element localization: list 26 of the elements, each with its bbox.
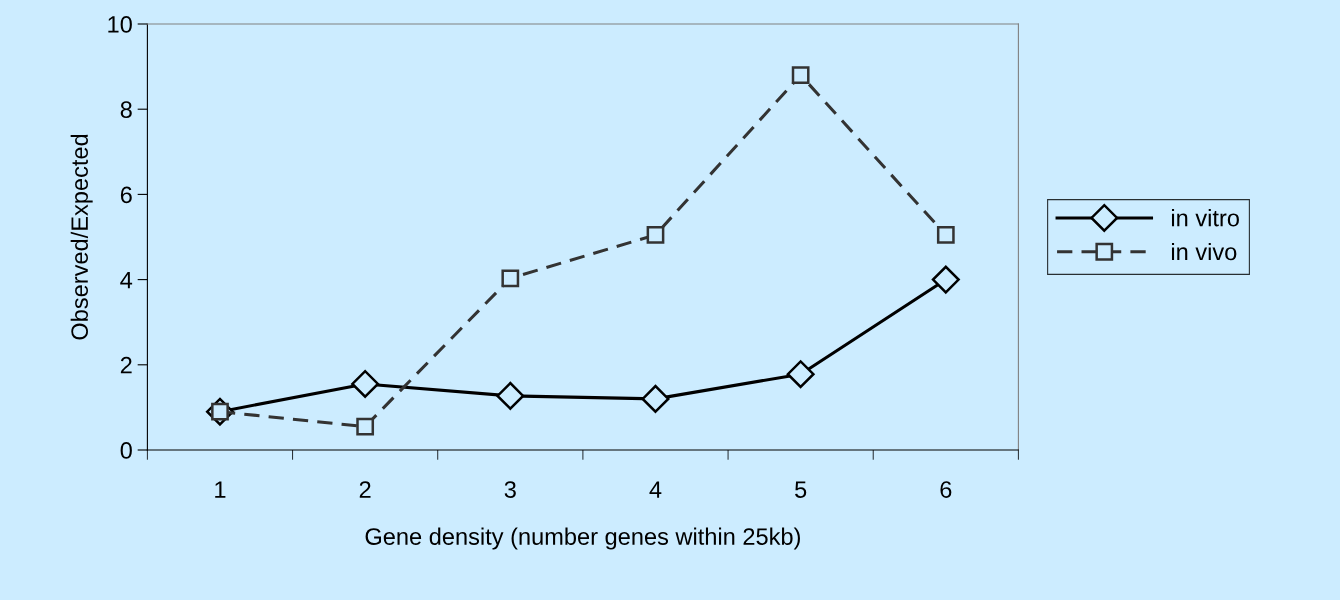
- point: [936, 225, 955, 244]
- y-tick-label: 10: [108, 16, 132, 33]
- x-tick-label: 1: [215, 481, 226, 498]
- point: [931, 265, 960, 294]
- y-tick-label: 2: [120, 356, 132, 374]
- x-tick-label: 6: [940, 481, 952, 498]
- y-tick-label: 0: [120, 442, 132, 459]
- x-axis-title: Gene density (number genes within 25kb): [365, 527, 800, 550]
- legend-label: in vivo: [1171, 242, 1237, 261]
- point: [786, 360, 815, 389]
- x-tick-label: 2: [359, 481, 371, 498]
- y-tick-label: 8: [120, 101, 132, 118]
- point: [641, 384, 670, 413]
- x-tick-label: 3: [504, 481, 516, 498]
- y-tick-label: 4: [120, 271, 133, 289]
- point: [501, 269, 520, 288]
- point: [351, 369, 380, 398]
- point: [496, 381, 525, 410]
- y-tick-label: 6: [120, 186, 132, 204]
- point: [791, 66, 810, 85]
- y-axis-title: Observed/Expected: [70, 134, 93, 340]
- x-tick-label: 4: [649, 481, 662, 498]
- point: [356, 417, 375, 436]
- legend-label: in vitro: [1171, 209, 1239, 227]
- point: [646, 225, 665, 244]
- x-tick-label: 5: [795, 481, 807, 498]
